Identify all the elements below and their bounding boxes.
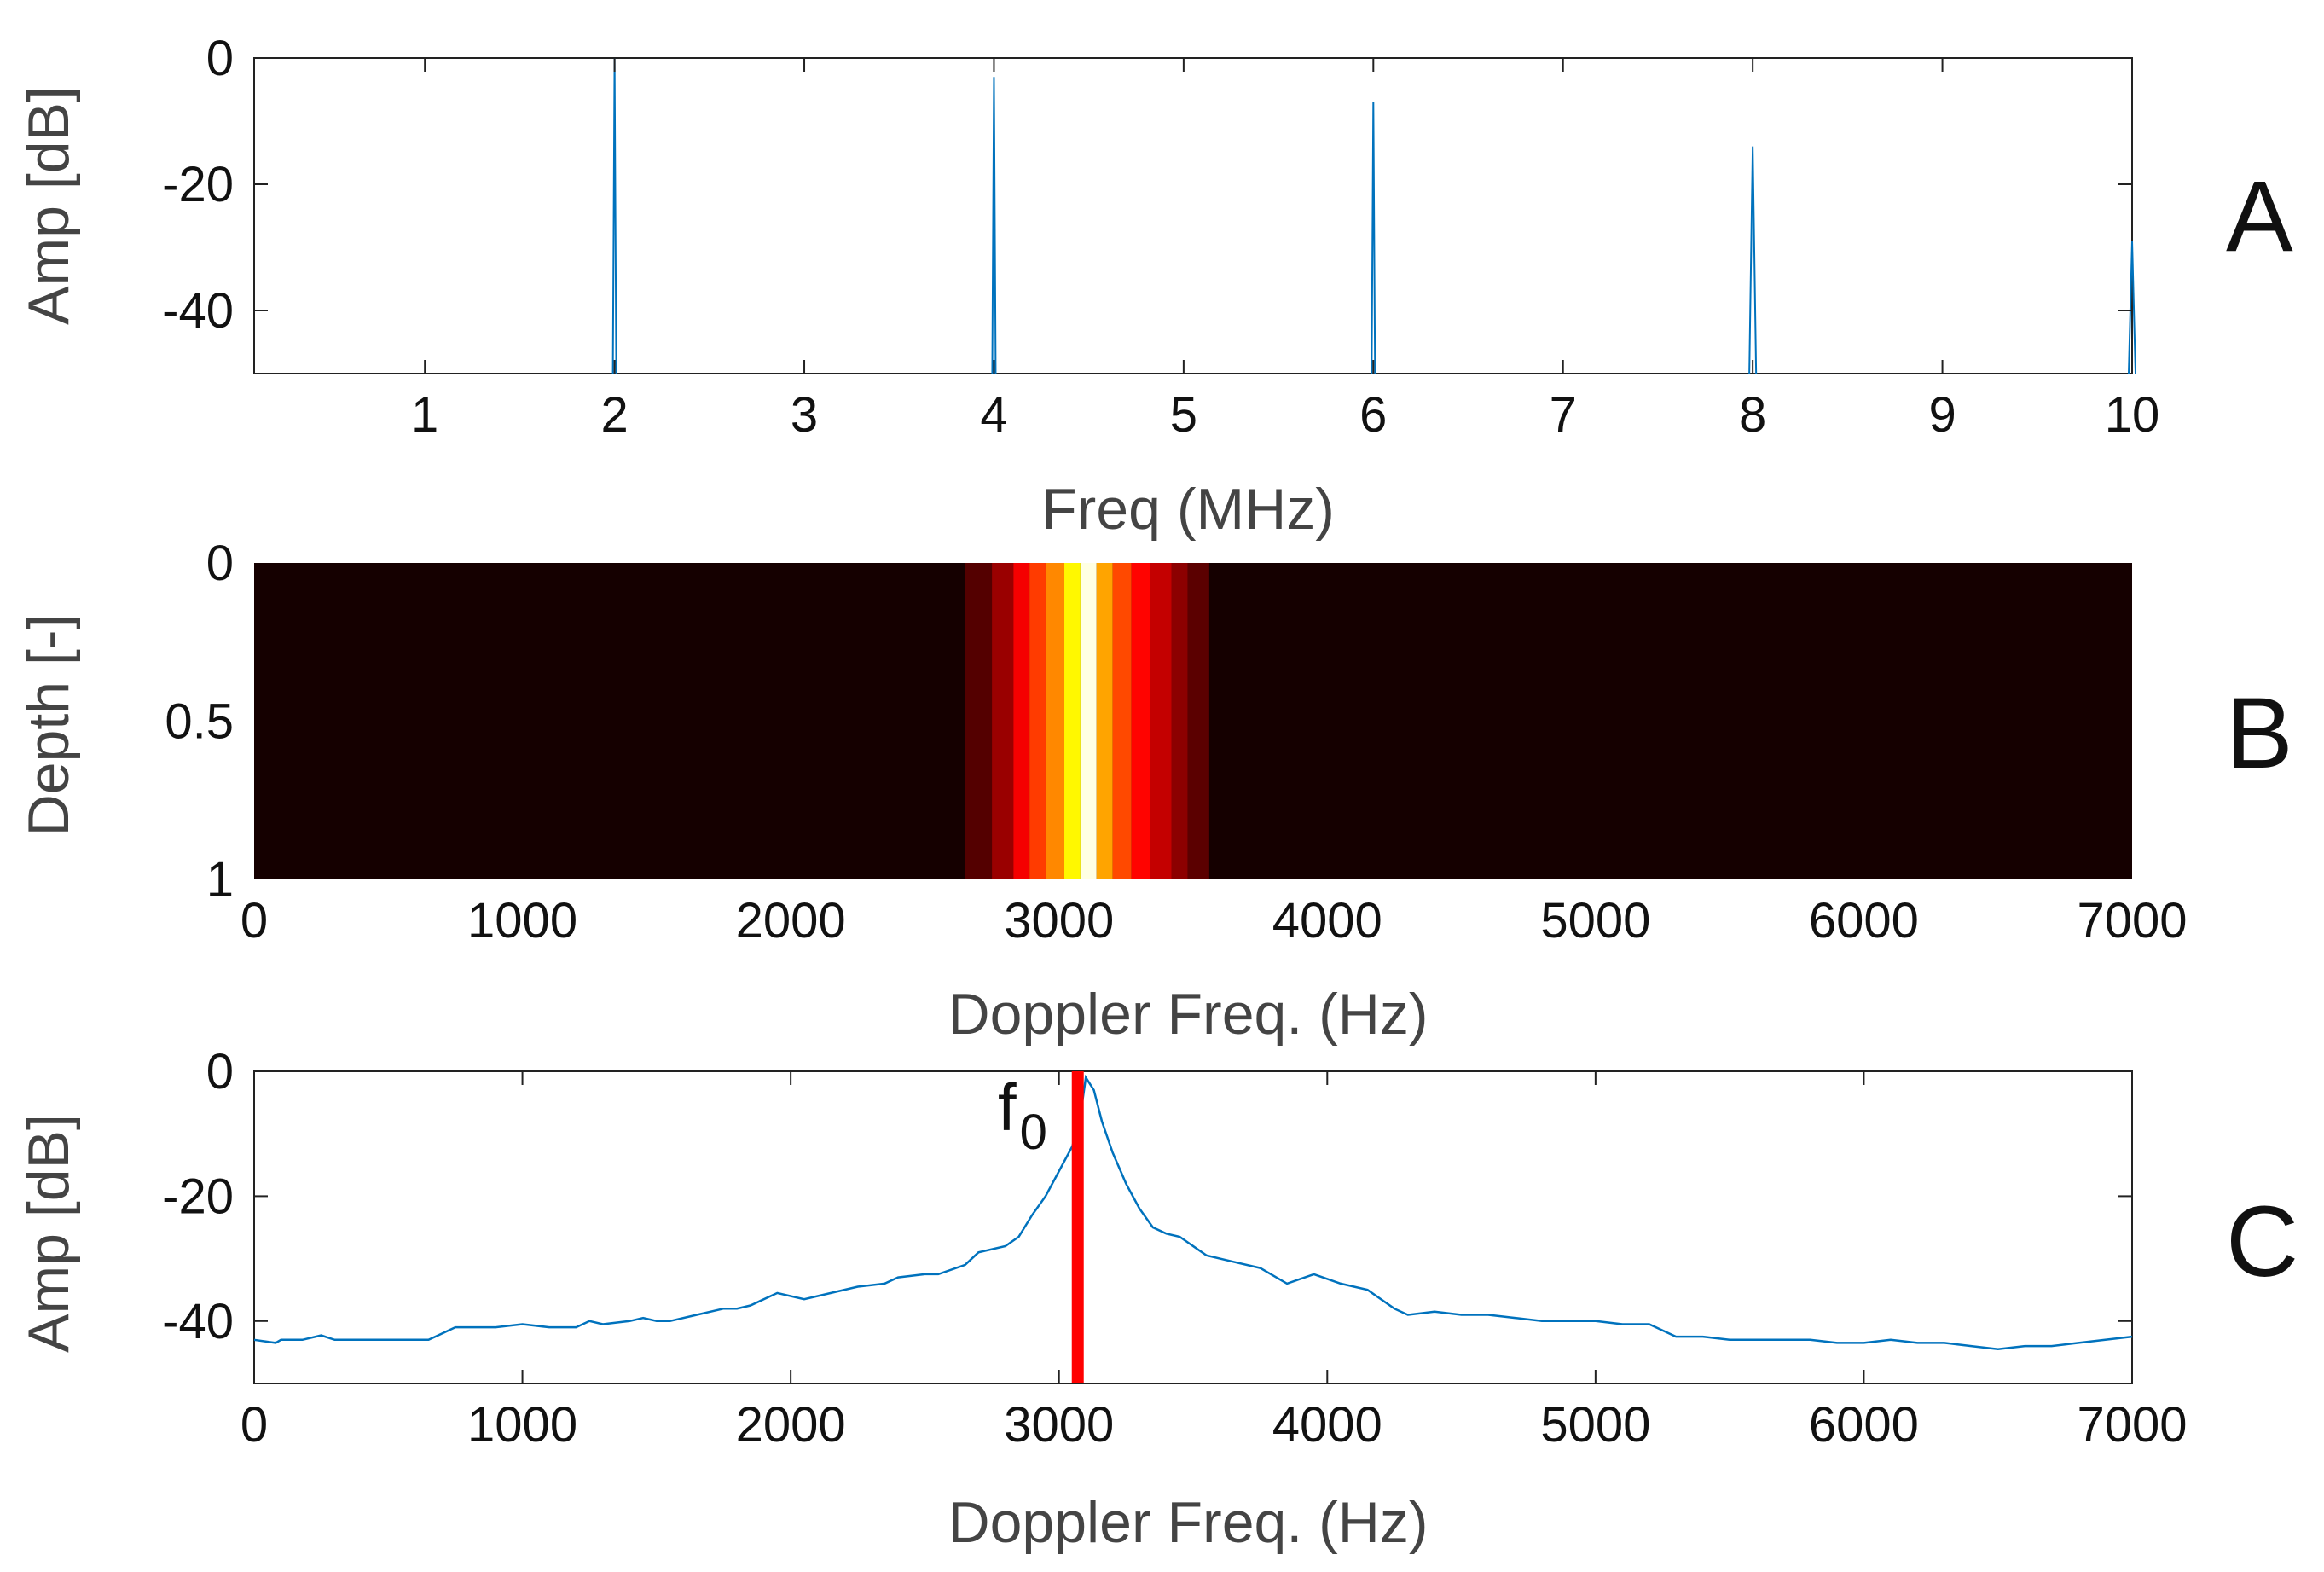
panel-b-xtick-label: 2000 — [736, 893, 846, 948]
panel-a-xtick-label: 3 — [791, 387, 818, 443]
panel-a-y-axis-label: Amp [dB] — [16, 86, 81, 325]
panel-a-ticks: 1 2 3 4 5 6 7 8 9 10 0 -20 -40 — [162, 31, 2159, 443]
panel-b-heatmap-column — [1187, 563, 1209, 879]
panel-a-ytick-label: -40 — [162, 283, 234, 339]
panel-a-xtick-label: 2 — [600, 387, 628, 443]
f0-annotation-subscript: 0 — [1020, 1105, 1047, 1160]
panel-c-spectrum-line — [253, 1074, 2133, 1350]
panel-a-xtick-label: 5 — [1170, 387, 1197, 443]
panel-b-xtick-label: 7000 — [2077, 893, 2187, 948]
panel-b-ytick-label: 1 — [206, 852, 234, 908]
panel-b-heatmap-column — [1096, 563, 1113, 879]
panel-c-y-axis-label: Amp [dB] — [16, 1114, 81, 1353]
panel-c-xtick-label: 2000 — [736, 1397, 846, 1453]
panel-b-heatmap-column — [1150, 563, 1172, 879]
panel-b-ytick-label: 0 — [206, 536, 234, 591]
panel-a-axes-box — [253, 57, 2133, 374]
panel-a-xtick-label: 1 — [411, 387, 438, 443]
panel-a-spectral-peak — [991, 77, 997, 374]
f0-annotation: f0 — [998, 1070, 1047, 1160]
panel-c-xtick-label: 4000 — [1272, 1397, 1382, 1453]
panel-b-heatmap-column — [1080, 563, 1097, 879]
panel-b-xtick-label: 6000 — [1809, 893, 1919, 948]
panel-a-ytick-label: -20 — [162, 157, 234, 212]
panel-a-spectral-peak — [1371, 102, 1376, 374]
panel-b-heatmap-column — [1045, 563, 1065, 879]
panel-a-ytick-label: 0 — [206, 31, 234, 86]
f0-annotation-letter: f — [998, 1070, 1017, 1145]
panel-a-xtick-label: 10 — [2105, 387, 2160, 443]
panel-c-ytick-label: -20 — [162, 1169, 234, 1224]
panel-c-xtick-label: 1000 — [467, 1397, 577, 1453]
panel-c-xtick-label: 7000 — [2077, 1397, 2187, 1453]
panel-b-heatmap-column — [1112, 563, 1132, 879]
panel-a: 1 2 3 4 5 6 7 8 9 10 0 -20 -40 Freq (MHz) Amp [dB] A — [16, 31, 2293, 542]
panel-letter-b: B — [2226, 677, 2293, 790]
panel-c-plot-area — [253, 1070, 2133, 1384]
panel-b-heatmap-column — [1171, 563, 1188, 879]
panel-c-xtick-label: 3000 — [1004, 1397, 1114, 1453]
panel-b-heatmap-column — [992, 563, 1014, 879]
panel-letter-c: C — [2226, 1186, 2298, 1298]
panel-c-xtick-label: 5000 — [1540, 1397, 1650, 1453]
panel-c: 0 1000 2000 3000 4000 5000 6000 7000 0 -20 -40 Dop… — [16, 1044, 2298, 1555]
panel-b-y-axis-label: Depth [-] — [16, 614, 81, 837]
panel-b-ytick-label: 0.5 — [165, 694, 234, 750]
panel-a-spectral-peak — [2128, 241, 2136, 374]
panel-c-x-axis-label: Doppler Freq. (Hz) — [948, 1490, 1428, 1555]
panel-a-xtick-label: 7 — [1550, 387, 1577, 443]
panel-b-plot-area — [254, 563, 2132, 879]
panel-b-xtick-label: 0 — [241, 893, 268, 948]
panel-a-xtick-label: 9 — [1928, 387, 1956, 443]
panel-b-xtick-label: 4000 — [1272, 893, 1382, 948]
panel-a-spectral-peak — [611, 57, 617, 374]
panel-c-ytick-label: -40 — [162, 1294, 234, 1349]
panel-a-spectral-peak — [1748, 146, 1758, 374]
panel-c-axes-box — [253, 1070, 2133, 1384]
panel-a-xtick-label: 4 — [980, 387, 1007, 443]
panel-c-xtick-label: 6000 — [1809, 1397, 1919, 1453]
panel-a-xtick-label: 6 — [1359, 387, 1387, 443]
panel-b-ticks: 0 1000 2000 3000 4000 5000 6000 7000 0 0.5 1 — [165, 536, 2187, 948]
panel-c-xtick-label: 0 — [241, 1397, 268, 1453]
panel-b: 0 1000 2000 3000 4000 5000 6000 7000 0 0.5 1 Doppl… — [16, 536, 2293, 1047]
panel-c-ytick-label: 0 — [206, 1044, 234, 1099]
panel-b-xtick-label: 5000 — [1540, 893, 1650, 948]
panel-b-xtick-label: 3000 — [1004, 893, 1114, 948]
panel-b-heatmap-column — [1131, 563, 1150, 879]
panel-a-xtick-label: 8 — [1739, 387, 1766, 443]
panel-a-x-axis-label: Freq (MHz) — [1041, 477, 1335, 542]
panel-c-ticks: 0 1000 2000 3000 4000 5000 6000 7000 0 -20 -40 — [162, 1044, 2187, 1453]
panel-b-x-axis-label: Doppler Freq. (Hz) — [948, 982, 1428, 1047]
panel-b-heatmap-column — [965, 563, 993, 879]
panel-b-heatmap-column — [1013, 563, 1030, 879]
panel-letter-a: A — [2226, 160, 2293, 273]
panel-b-xtick-label: 1000 — [467, 893, 577, 948]
panel-b-heatmap-column — [1029, 563, 1046, 879]
panel-b-heatmap-column — [1064, 563, 1081, 879]
panel-a-plot-area — [253, 57, 2136, 374]
